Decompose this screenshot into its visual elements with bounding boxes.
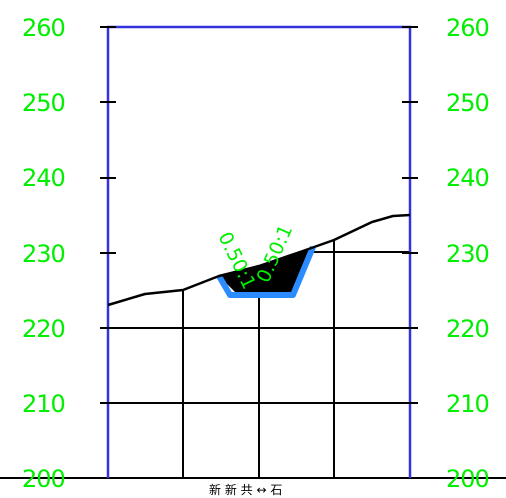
elev-label-left-230: 230 [22,240,65,268]
elevation-labels-left: 260 250 240 230 220 210 200 [22,14,66,493]
frame-top [106,25,412,305]
ground-line [107,213,411,307]
elev-label-left-200: 200 [22,465,65,493]
bottom-station-text: 新 新 共 ↔ 石 [209,482,282,497]
elev-label-right-220: 220 [446,315,489,343]
elev-label-right-260: 260 [446,14,489,42]
channel-lining [216,245,316,298]
elev-label-right-250: 250 [446,89,489,117]
frame [106,25,412,478]
tick-marks [100,26,418,404]
elev-label-left-220: 220 [22,315,65,343]
channel-fill [219,247,313,293]
elev-label-left-210: 210 [22,390,65,418]
elev-label-right-230: 230 [446,240,489,268]
elev-label-right-240: 240 [446,164,489,192]
elevation-labels-right: 260 250 240 230 220 210 200 [446,14,490,493]
elev-label-left-260: 260 [22,14,65,42]
grid-lines [0,240,506,479]
elev-label-right-210: 210 [446,390,489,418]
elev-label-right-200: 200 [446,465,489,493]
elev-label-left-250: 250 [22,89,65,117]
elev-label-left-240: 240 [22,164,65,192]
